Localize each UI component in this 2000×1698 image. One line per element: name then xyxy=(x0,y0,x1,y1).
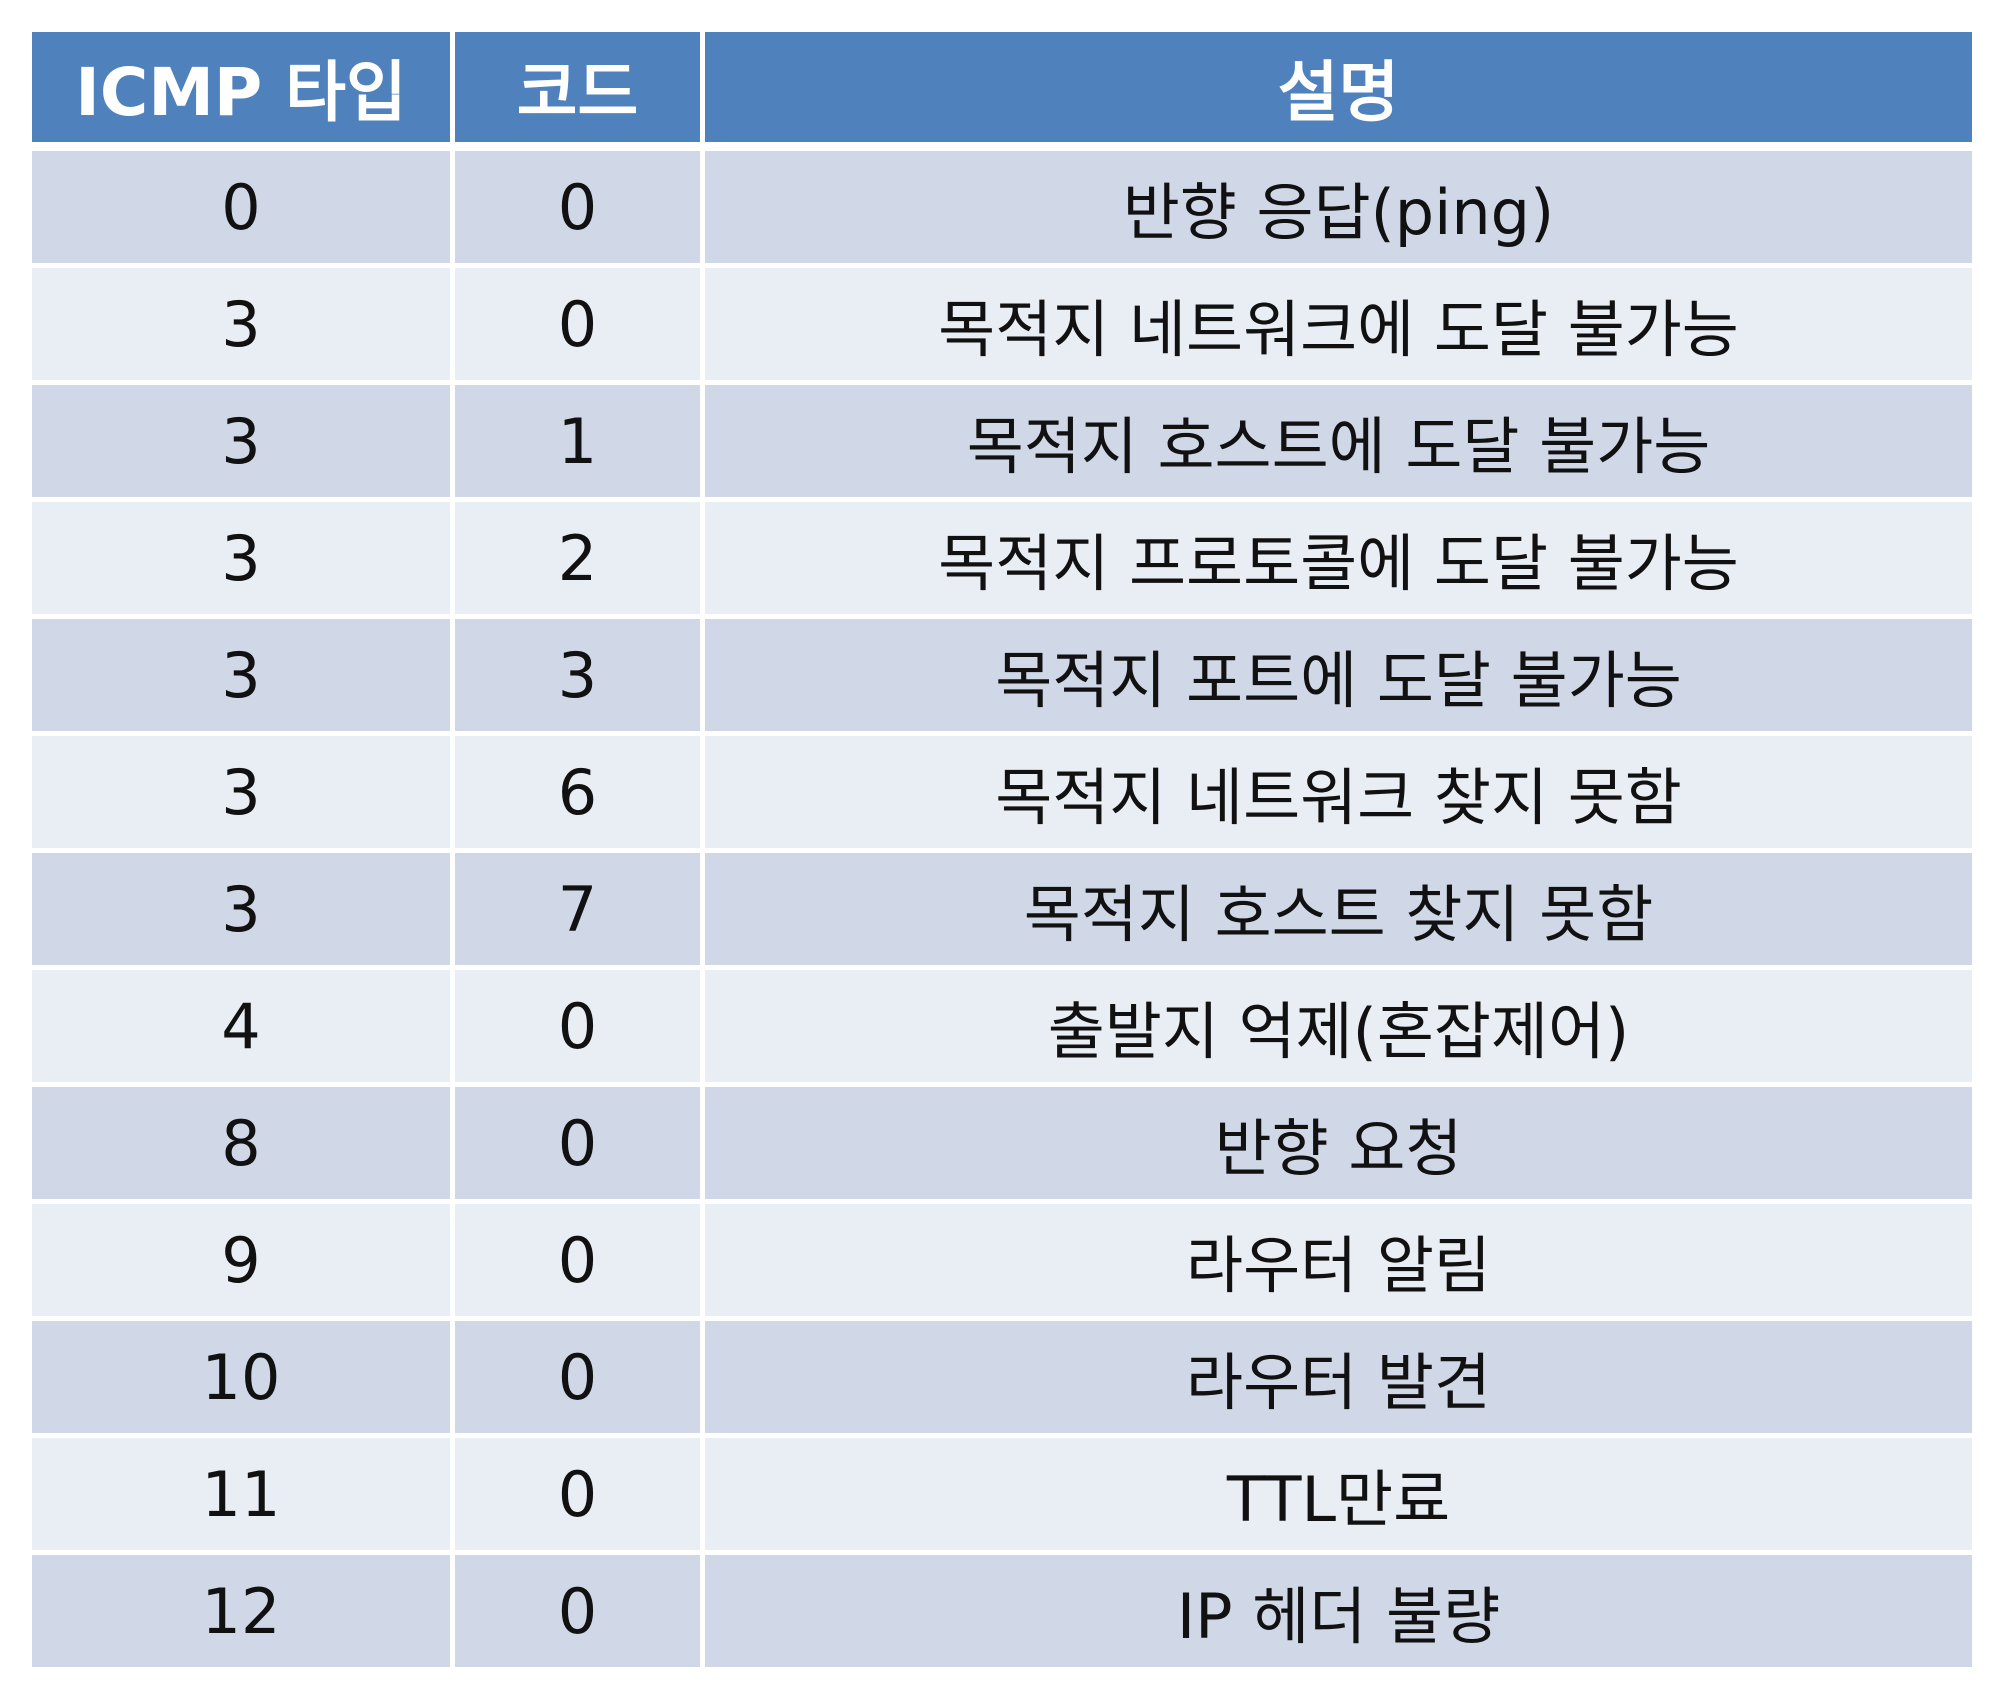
cell-code: 1 xyxy=(455,385,705,502)
cell-description: 목적지 포트에 도달 불가능 xyxy=(705,619,1972,736)
cell-description: 목적지 호스트 찾지 못함 xyxy=(705,853,1972,970)
icmp-table-container: ICMP 타입 코드 설명 0 0 반향 응답(ping) 3 0 목적지 네트… xyxy=(32,32,1972,1672)
table-row: 3 7 목적지 호스트 찾지 못함 xyxy=(32,853,1972,970)
cell-code: 7 xyxy=(455,853,705,970)
cell-description: 라우터 알림 xyxy=(705,1204,1972,1321)
cell-description: 목적지 호스트에 도달 불가능 xyxy=(705,385,1972,502)
cell-icmp-type: 11 xyxy=(32,1438,455,1555)
table-row: 8 0 반향 요청 xyxy=(32,1087,1972,1204)
cell-description: TTL만료 xyxy=(705,1438,1972,1555)
table-row: 12 0 IP 헤더 불량 xyxy=(32,1555,1972,1672)
cell-description: 목적지 프로토콜에 도달 불가능 xyxy=(705,502,1972,619)
cell-code: 6 xyxy=(455,736,705,853)
table-row: 3 2 목적지 프로토콜에 도달 불가능 xyxy=(32,502,1972,619)
cell-code: 0 xyxy=(455,970,705,1087)
table-row: 3 6 목적지 네트워크 찾지 못함 xyxy=(32,736,1972,853)
table-row: 3 3 목적지 포트에 도달 불가능 xyxy=(32,619,1972,736)
cell-code: 0 xyxy=(455,151,705,268)
cell-icmp-type: 3 xyxy=(32,385,455,502)
cell-icmp-type: 3 xyxy=(32,619,455,736)
cell-icmp-type: 8 xyxy=(32,1087,455,1204)
cell-icmp-type: 10 xyxy=(32,1321,455,1438)
cell-icmp-type: 3 xyxy=(32,502,455,619)
cell-code: 0 xyxy=(455,268,705,385)
header-icmp-type: ICMP 타입 xyxy=(32,32,455,151)
cell-description: 출발지 억제(혼잡제어) xyxy=(705,970,1972,1087)
cell-icmp-type: 3 xyxy=(32,853,455,970)
icmp-type-table: ICMP 타입 코드 설명 0 0 반향 응답(ping) 3 0 목적지 네트… xyxy=(32,32,1972,1672)
cell-icmp-type: 3 xyxy=(32,268,455,385)
header-description: 설명 xyxy=(705,32,1972,151)
table-row: 3 0 목적지 네트워크에 도달 불가능 xyxy=(32,268,1972,385)
table-row: 3 1 목적지 호스트에 도달 불가능 xyxy=(32,385,1972,502)
cell-description: 반향 요청 xyxy=(705,1087,1972,1204)
header-code: 코드 xyxy=(455,32,705,151)
cell-icmp-type: 4 xyxy=(32,970,455,1087)
cell-description: 라우터 발견 xyxy=(705,1321,1972,1438)
cell-description: IP 헤더 불량 xyxy=(705,1555,1972,1672)
cell-code: 0 xyxy=(455,1087,705,1204)
cell-code: 0 xyxy=(455,1438,705,1555)
table-row: 4 0 출발지 억제(혼잡제어) xyxy=(32,970,1972,1087)
cell-description: 반향 응답(ping) xyxy=(705,151,1972,268)
cell-description: 목적지 네트워크 찾지 못함 xyxy=(705,736,1972,853)
cell-icmp-type: 9 xyxy=(32,1204,455,1321)
cell-code: 0 xyxy=(455,1321,705,1438)
table-header-row: ICMP 타입 코드 설명 xyxy=(32,32,1972,151)
cell-code: 0 xyxy=(455,1204,705,1321)
cell-icmp-type: 3 xyxy=(32,736,455,853)
cell-description: 목적지 네트워크에 도달 불가능 xyxy=(705,268,1972,385)
cell-code: 0 xyxy=(455,1555,705,1672)
cell-icmp-type: 0 xyxy=(32,151,455,268)
table-row: 9 0 라우터 알림 xyxy=(32,1204,1972,1321)
table-row: 0 0 반향 응답(ping) xyxy=(32,151,1972,268)
table-row: 10 0 라우터 발견 xyxy=(32,1321,1972,1438)
cell-code: 2 xyxy=(455,502,705,619)
table-row: 11 0 TTL만료 xyxy=(32,1438,1972,1555)
cell-code: 3 xyxy=(455,619,705,736)
cell-icmp-type: 12 xyxy=(32,1555,455,1672)
